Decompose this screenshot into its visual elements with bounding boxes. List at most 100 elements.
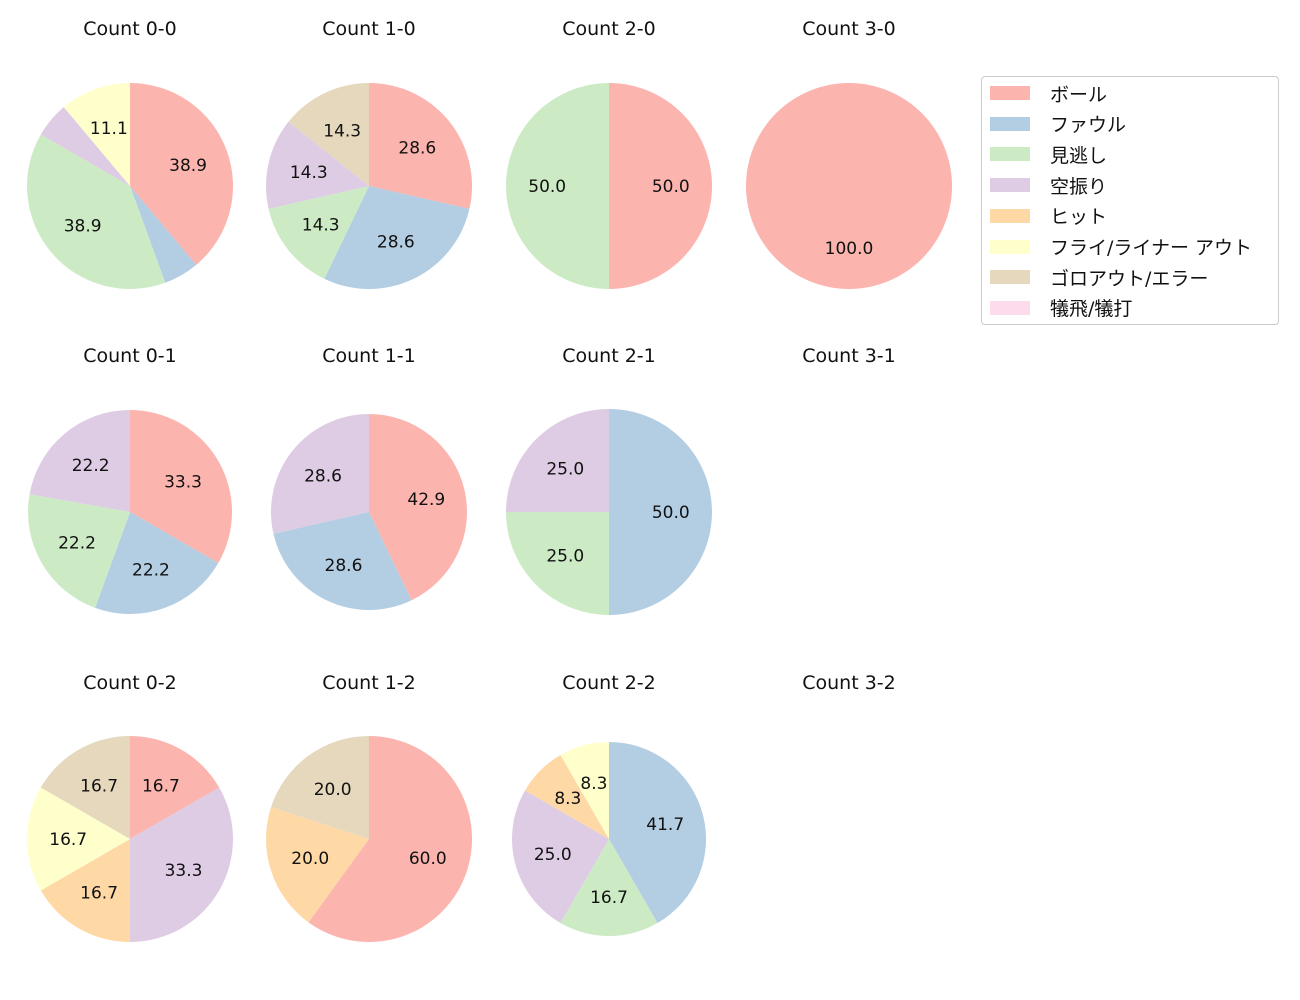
slice-label: 50.0: [652, 503, 690, 523]
pie-chart-count-1-1: Count 1-1 42.9 28.6 28.6: [271, 345, 467, 610]
pie-slice-空振り: [271, 414, 369, 534]
legend-label: フライ/ライナー アウト: [1050, 237, 1253, 259]
pie-slice-ファウル: [273, 512, 412, 610]
slice-label: 100.0: [825, 239, 874, 259]
pie-chart-count-2-1: Count 2-1 50.0 25.0 25.0: [506, 345, 712, 615]
legend: ボールファウル見逃し空振りヒットフライ/ライナー アウト ゴロアウト/エラー 犠飛/…: [981, 76, 1279, 325]
pie-chart-count-1-0: Count 1-0 28.6 28.6 14.3 14.3 14.3: [266, 18, 472, 289]
slice-label: 20.0: [291, 849, 329, 869]
slice-label: 28.6: [325, 556, 363, 576]
pie-slice-見逃し: [27, 134, 166, 289]
pie-slice-ファウル: [609, 409, 712, 615]
pie-slice-空振り: [512, 790, 609, 924]
pie-chart-count-0-1: Count 0-1 33.3 22.2 22.2 22.2: [27, 345, 232, 614]
legend-swatch: [990, 208, 1030, 223]
legend-label: 犠飛/犠打: [1050, 298, 1133, 321]
legend-item: ボール: [990, 81, 1108, 106]
legend-item: フライ/ライナー アウト: [990, 235, 1252, 259]
legend-item: ヒット: [990, 204, 1107, 228]
slice-label: 41.7: [646, 815, 684, 835]
chart-title: Count 2-1: [562, 345, 656, 367]
slice-label: 25.0: [546, 547, 584, 567]
legend-item: 見逃し: [990, 142, 1108, 167]
pie-slice-ボール: [130, 736, 220, 839]
legend-swatch: [990, 116, 1030, 131]
legend-label: ボール: [1050, 83, 1108, 106]
chart-title: Count 3-0: [802, 18, 896, 40]
legend-item: 犠飛/犠打: [990, 296, 1132, 320]
slice-label: 8.3: [580, 774, 607, 794]
pie-slice-空振り: [40, 107, 130, 186]
pie-chart-count-1-2: Count 1-2 60.0 20.0 20.0: [266, 672, 473, 942]
slice-label: 16.7: [590, 888, 628, 908]
pie-slice-ヒット: [524, 754, 609, 839]
legend-item: 空振り: [990, 173, 1107, 198]
pie-slice-空振り: [130, 787, 233, 942]
legend-label: 見逃し: [1050, 144, 1108, 167]
legend-item: ファウル: [990, 112, 1126, 136]
chart-title: Count 2-0: [562, 18, 656, 40]
chart-title: Count 1-0: [322, 18, 416, 40]
chart-title: Count 0-1: [83, 345, 177, 367]
chart-title: Count 3-2: [802, 672, 896, 694]
legend-item: ゴロアウト/エラー: [990, 265, 1209, 290]
pie-slice-フライ/ライナー アウト: [63, 83, 130, 186]
slice-label: 16.7: [80, 776, 118, 796]
slice-label: 42.9: [407, 490, 445, 510]
slice-label: 22.2: [72, 456, 110, 476]
slice-label: 50.0: [528, 177, 566, 197]
pie-slice-ボール: [130, 83, 233, 265]
pie-slice-ファウル: [324, 186, 470, 289]
chart-title: Count 0-2: [83, 672, 177, 694]
slice-label: 11.1: [90, 119, 128, 139]
pie-chart-count-0-0: Count 0-0 38.9 38.9 11.1: [27, 18, 233, 289]
slice-label: 14.3: [302, 216, 340, 236]
chart-title: Count 1-1: [322, 345, 416, 367]
slice-label: 28.6: [398, 138, 436, 158]
pie-slice-空振り: [266, 121, 369, 209]
pie-slice-見逃し: [268, 186, 369, 279]
pie-slice-フライ/ライナー アウト: [27, 787, 130, 891]
pie-slice-空振り: [29, 410, 131, 512]
legend-label: ファウル: [1050, 114, 1127, 137]
slice-label: 16.7: [49, 830, 87, 850]
pie-slice-見逃し: [506, 83, 609, 289]
chart-title: Count 0-0: [83, 18, 177, 40]
pie-slice-ゴロアウト/エラー: [288, 83, 369, 186]
pie-slice-ボール: [369, 83, 472, 209]
slice-label: 14.3: [290, 163, 328, 183]
pie-slice-空振り: [506, 409, 609, 512]
pie-chart-count-3-2: Count 3-2: [802, 672, 896, 694]
legend-swatch: [990, 86, 1030, 100]
chart-title: Count 2-2: [562, 672, 656, 694]
pie-slice-ヒット: [40, 839, 130, 942]
pie-slice-見逃し: [506, 512, 609, 615]
chart-title: Count 1-2: [322, 672, 416, 694]
slice-label: 28.6: [377, 233, 415, 253]
pie-chart-count-2-2: Count 2-2 41.7 16.7 25.0 8.38.3: [512, 672, 706, 936]
slice-label: 22.2: [58, 534, 96, 554]
slice-label: 38.9: [64, 217, 102, 237]
pie-chart-count-2-0: Count 2-0 50.0 50.0: [506, 18, 712, 289]
legend-swatch: [990, 147, 1030, 162]
legend-swatch: [990, 300, 1030, 315]
slice-label: 25.0: [534, 845, 572, 865]
pie-slice-ファウル: [609, 742, 706, 924]
slice-label: 14.3: [323, 121, 361, 141]
legend-label: ゴロアウト/エラー: [1050, 267, 1209, 290]
legend-label: ヒット: [1050, 206, 1108, 229]
chart-title: Count 3-1: [802, 345, 896, 367]
pie-slice-ゴロアウト/エラー: [271, 736, 369, 839]
pie-chart-count-3-1: Count 3-1: [802, 345, 896, 367]
slice-label: 38.9: [169, 156, 207, 176]
pie-slice-ボール: [308, 736, 473, 942]
legend-swatch: [990, 178, 1030, 193]
pie-slice-フライ/ライナー アウト: [560, 742, 609, 839]
pie-slice-ファウル: [95, 512, 219, 614]
pie-slice-ゴロアウト/エラー: [40, 736, 130, 839]
pie-slice-ボール: [369, 414, 467, 601]
slice-label: 20.0: [314, 780, 352, 800]
pie-slice-見逃し: [560, 839, 658, 936]
pie-slice-ボール: [130, 410, 232, 563]
